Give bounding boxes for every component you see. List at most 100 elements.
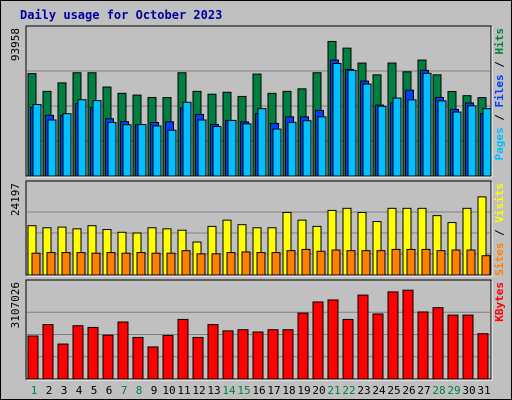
pages-bar bbox=[227, 119, 237, 177]
x-tick-label: 20 bbox=[312, 384, 325, 397]
visits-sites-panel bbox=[25, 180, 493, 277]
kbytes-bar bbox=[342, 318, 354, 380]
pages-bar bbox=[137, 124, 147, 177]
visits-sites-legend-sites: Sites bbox=[493, 243, 506, 276]
pages-bar bbox=[467, 105, 477, 177]
x-tick-label: 29 bbox=[447, 384, 460, 397]
x-tick-label: 7 bbox=[121, 384, 128, 397]
pages-bar bbox=[287, 121, 297, 177]
kbytes-bar bbox=[57, 343, 69, 380]
sites-bar bbox=[466, 249, 476, 276]
kbytes-bar bbox=[237, 329, 249, 380]
kbytes-bar bbox=[72, 325, 84, 380]
pages-bar bbox=[62, 113, 72, 177]
pages-bar bbox=[167, 129, 177, 177]
kbytes-bar bbox=[387, 291, 399, 380]
x-tick-label: 2 bbox=[46, 384, 53, 397]
hits-files-pages-legend-pages: Pages bbox=[493, 127, 506, 160]
x-tick-label: 3 bbox=[61, 384, 68, 397]
kbytes-bar bbox=[432, 307, 444, 380]
kbytes-ymax-label: 3107026 bbox=[9, 282, 22, 328]
hits-files-pages-legend-hits: Hits bbox=[493, 28, 506, 55]
kbytes-bar bbox=[192, 336, 204, 380]
sites-bar bbox=[151, 252, 161, 276]
pages-bar bbox=[197, 119, 207, 177]
sites-bar bbox=[226, 252, 236, 276]
pages-bar bbox=[302, 120, 312, 177]
sites-bar bbox=[166, 252, 176, 276]
x-tick-label: 21 bbox=[327, 384, 340, 397]
pages-bar bbox=[107, 122, 117, 177]
pages-bar bbox=[242, 123, 252, 177]
x-tick-label: 30 bbox=[462, 384, 475, 397]
sites-bar bbox=[196, 253, 206, 276]
kbytes-bar bbox=[177, 318, 189, 380]
x-tick-label: 24 bbox=[372, 384, 386, 397]
pages-bar bbox=[257, 108, 267, 177]
x-tick-label: 1 bbox=[31, 384, 38, 397]
x-tick-label: 9 bbox=[151, 384, 158, 397]
sites-bar bbox=[31, 252, 41, 276]
sites-bar bbox=[136, 252, 146, 276]
kbytes-legend-kbytes: KBytes bbox=[493, 282, 506, 322]
pages-bar bbox=[407, 99, 417, 177]
kbytes-bar bbox=[252, 331, 264, 380]
sites-bar bbox=[331, 249, 341, 276]
kbytes-bar bbox=[207, 324, 219, 380]
kbytes-bar bbox=[372, 313, 384, 380]
visits-sites-legend: Sites / Visits bbox=[493, 183, 506, 276]
hits-files-pages-ymax-label: 93958 bbox=[9, 28, 22, 61]
kbytes-bar bbox=[117, 321, 129, 380]
sites-bar bbox=[346, 250, 356, 276]
sites-bar bbox=[211, 253, 221, 276]
sites-bar bbox=[301, 248, 311, 276]
sites-bar bbox=[46, 252, 56, 276]
kbytes-bar bbox=[447, 314, 459, 380]
x-tick-label: 5 bbox=[91, 384, 98, 397]
kbytes-bar bbox=[477, 333, 489, 380]
pages-bar bbox=[332, 63, 342, 177]
sites-bar bbox=[436, 250, 446, 276]
x-tick-label: 14 bbox=[222, 384, 236, 397]
x-tick-label: 12 bbox=[192, 384, 205, 397]
x-tick-label: 19 bbox=[297, 384, 310, 397]
pages-bar bbox=[92, 100, 102, 177]
kbytes-bar bbox=[297, 312, 309, 380]
kbytes-panel bbox=[25, 279, 493, 381]
sites-bar bbox=[271, 252, 281, 276]
kbytes-bar bbox=[312, 301, 324, 380]
x-tick-label: 23 bbox=[357, 384, 370, 397]
sites-bar bbox=[76, 252, 86, 276]
chart-title: Daily usage for October 2023 bbox=[20, 8, 222, 22]
x-tick-label: 17 bbox=[267, 384, 280, 397]
kbytes-bar bbox=[147, 346, 159, 380]
pages-bar bbox=[347, 69, 357, 177]
x-tick-label: 31 bbox=[477, 384, 490, 397]
visits-sites-legend-separator: / bbox=[493, 223, 506, 243]
hits-files-pages-legend-separator: / bbox=[493, 108, 506, 128]
kbytes-bar bbox=[132, 336, 144, 380]
hits-files-pages-legend-separator: / bbox=[493, 55, 506, 75]
kbytes-bar bbox=[222, 330, 234, 380]
hits-files-pages-panel bbox=[25, 25, 493, 178]
pages-bar bbox=[212, 126, 222, 177]
kbytes-bar bbox=[27, 335, 39, 380]
hits-files-pages-legend: Pages / Files / Hits bbox=[493, 28, 506, 161]
kbytes-bar bbox=[267, 329, 279, 380]
kbytes-bar bbox=[327, 299, 339, 380]
pages-bar bbox=[182, 101, 192, 177]
sites-bar bbox=[106, 252, 116, 276]
pages-bar bbox=[272, 128, 282, 177]
x-tick-label: 26 bbox=[402, 384, 415, 397]
kbytes-bar bbox=[462, 314, 474, 380]
kbytes-legend: KBytes bbox=[493, 282, 506, 322]
pages-bar bbox=[77, 99, 87, 177]
pages-bar bbox=[317, 116, 327, 177]
sites-bar bbox=[61, 252, 71, 276]
sites-bar bbox=[256, 252, 266, 276]
kbytes-bar bbox=[42, 324, 54, 380]
pages-bar bbox=[32, 103, 42, 177]
x-tick-label: 22 bbox=[342, 384, 355, 397]
sites-bar bbox=[91, 252, 101, 276]
